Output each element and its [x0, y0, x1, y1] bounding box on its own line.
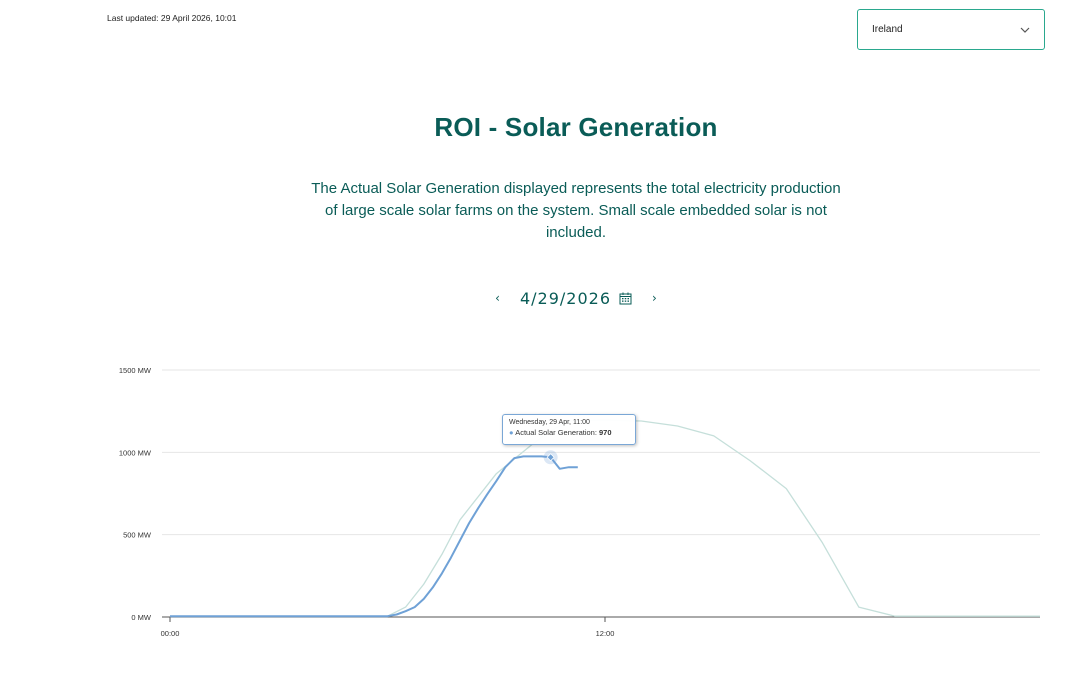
y-tick-label: 1000 MW — [119, 448, 152, 457]
forecast-line — [170, 419, 1040, 617]
tooltip-header: Wednesday, 29 Apr, 11:00 — [509, 419, 590, 426]
series-bullet-icon: ● — [509, 428, 514, 437]
x-tick-label: 00:00 — [161, 629, 180, 638]
chart-tooltip: Wednesday, 29 Apr, 11:00 ● Actual Solar … — [502, 414, 636, 445]
page-title: ROI - Solar Generation — [434, 112, 718, 142]
current-date: 4/29/2026 — [519, 288, 612, 308]
highlight-point — [546, 453, 555, 462]
x-tick-label: 12:00 — [596, 629, 615, 638]
next-date-button[interactable]: › — [652, 291, 657, 305]
y-tick-label: 1500 MW — [119, 366, 152, 375]
tooltip-series-label: Actual Solar Generation: — [515, 428, 599, 437]
tooltip-value: 970 — [599, 428, 612, 437]
actual-generation-line — [170, 455, 578, 618]
page-description: The Actual Solar Generation displayed re… — [311, 180, 841, 241]
y-tick-label: 500 MW — [123, 531, 152, 540]
region-select[interactable]: Ireland — [857, 9, 1045, 50]
y-tick-label: 0 MW — [131, 613, 152, 622]
date-navigator: ‹ 4/29/2026 › — [484, 286, 668, 310]
last-updated-text: Last updated: 29 April 2026, 10:01 — [107, 13, 237, 23]
region-select-value: Ireland — [872, 24, 903, 35]
chevron-down-icon — [1020, 27, 1030, 33]
tooltip-series-line: ● Actual Solar Generation: 970 — [509, 428, 629, 437]
calendar-icon[interactable] — [619, 292, 632, 305]
prev-date-button[interactable]: ‹ — [495, 291, 500, 305]
